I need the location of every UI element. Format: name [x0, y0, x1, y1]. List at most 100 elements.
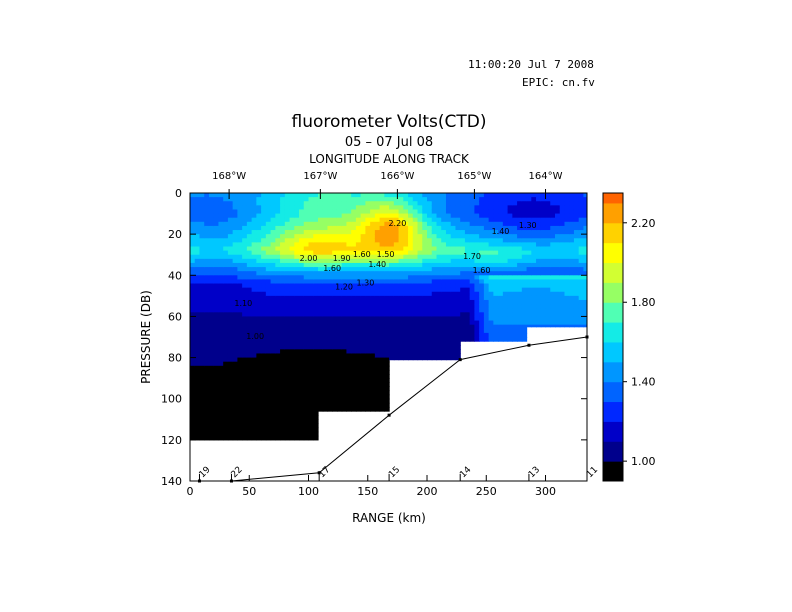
field-cell	[578, 308, 585, 313]
field-cell	[199, 328, 205, 334]
field-cell	[507, 221, 513, 227]
colorbar-swatch	[603, 242, 623, 264]
field-cell	[498, 332, 504, 338]
field-cell	[213, 435, 220, 441]
field-cell	[227, 382, 234, 387]
field-cell	[213, 316, 220, 322]
field-cell	[393, 262, 400, 268]
field-cell	[355, 213, 362, 219]
field-cell	[351, 279, 357, 285]
field-cell	[275, 258, 281, 264]
field-cell	[190, 312, 196, 318]
field-cell	[284, 267, 291, 272]
y-tick-label: 60	[168, 310, 182, 323]
field-cell	[294, 328, 300, 334]
field-cell	[194, 291, 201, 297]
field-cell	[232, 431, 238, 437]
field-cell	[469, 275, 476, 280]
field-cell	[564, 271, 570, 276]
field-cell	[256, 419, 262, 424]
field-cell	[341, 361, 348, 367]
field-cell	[270, 213, 276, 219]
top-axis: 168°W 167°W 166°W 165°W 164°W	[212, 171, 563, 199]
field-cell	[327, 209, 333, 215]
field-cell	[517, 242, 523, 248]
field-cell	[327, 402, 333, 408]
field-cell	[204, 217, 210, 223]
field-cell	[303, 279, 310, 285]
field-cell	[199, 209, 205, 215]
field-cell	[384, 221, 390, 227]
field-cell	[479, 250, 485, 256]
field-cell	[384, 197, 390, 202]
field-cell	[384, 349, 390, 355]
field-cell	[374, 382, 381, 387]
field-cell	[370, 205, 376, 211]
field-cell	[464, 201, 471, 206]
field-cell	[498, 225, 504, 231]
field-cell	[270, 435, 276, 441]
field-cell	[213, 242, 220, 248]
field-cell	[313, 308, 319, 313]
field-cell	[398, 197, 404, 202]
field-cell	[194, 349, 201, 355]
field-cell	[464, 221, 471, 227]
field-cell	[441, 242, 447, 248]
field-cell	[436, 230, 442, 235]
field-cell	[360, 230, 366, 235]
field-cell	[303, 390, 310, 396]
field-cell	[336, 328, 343, 334]
field-cell	[332, 254, 338, 260]
field-cell	[474, 234, 480, 239]
field-cell	[422, 234, 428, 239]
field-cell	[374, 279, 381, 285]
field-cell	[208, 225, 215, 231]
field-cell	[322, 299, 329, 305]
field-cell	[199, 238, 205, 243]
field-cell	[299, 197, 305, 202]
contour-label: 2.00	[300, 254, 318, 263]
field-cell	[308, 374, 314, 379]
field-cell	[303, 345, 310, 350]
field-cell	[389, 250, 395, 256]
field-cell	[545, 283, 551, 289]
field-cell	[265, 415, 272, 420]
field-cell	[341, 287, 348, 293]
field-cell	[351, 209, 357, 215]
field-cell	[573, 238, 580, 243]
field-cell	[379, 267, 385, 272]
field-cell	[294, 316, 300, 322]
field-cell	[408, 230, 414, 235]
field-cell	[384, 262, 390, 268]
field-cell	[194, 324, 201, 330]
field-cell	[313, 197, 319, 202]
field-cell	[384, 193, 390, 198]
field-cell	[403, 197, 409, 202]
field-cell	[204, 299, 210, 305]
field-cell	[208, 390, 215, 396]
field-cell	[251, 406, 257, 412]
field-cell	[322, 308, 329, 313]
field-cell	[389, 279, 395, 285]
field-cell	[308, 390, 314, 396]
field-cell	[284, 279, 291, 285]
field-cell	[284, 378, 291, 383]
field-cell	[299, 382, 305, 387]
field-cell	[483, 250, 490, 256]
field-cell	[578, 217, 585, 223]
field-cell	[265, 295, 272, 301]
field-cell	[393, 332, 400, 338]
field-cell	[521, 328, 528, 334]
field-cell	[327, 238, 333, 243]
field-cell	[299, 406, 305, 412]
field-cell	[483, 254, 490, 260]
field-cell	[578, 213, 585, 219]
field-cell	[512, 201, 518, 206]
field-cell	[507, 332, 513, 338]
field-cell	[355, 242, 362, 248]
field-cell	[261, 345, 267, 350]
field-cell	[284, 238, 291, 243]
field-cell	[303, 341, 310, 346]
field-cell	[332, 378, 338, 383]
field-cell	[507, 320, 513, 326]
